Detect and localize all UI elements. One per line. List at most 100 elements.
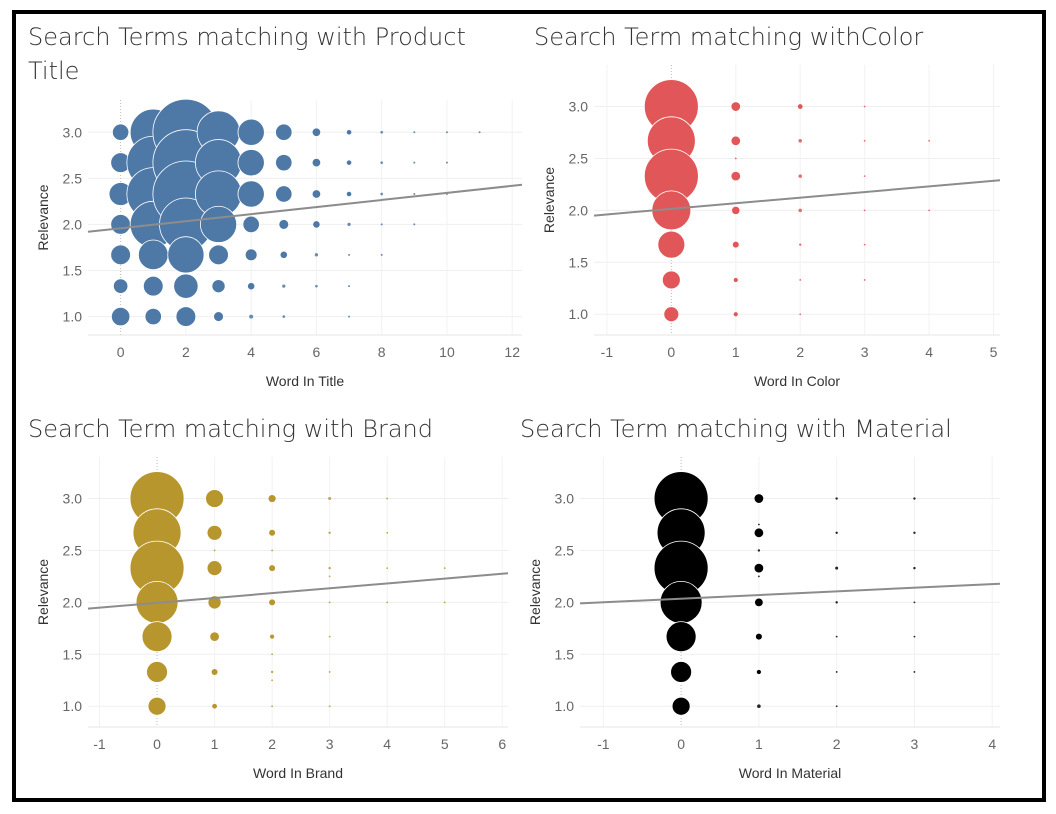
data-point xyxy=(928,209,931,212)
data-point xyxy=(797,104,803,109)
data-point xyxy=(280,251,288,259)
data-point xyxy=(271,549,274,552)
data-point xyxy=(443,601,446,604)
y-tick-label: 2.0 xyxy=(569,202,589,218)
data-point xyxy=(328,635,331,638)
data-point xyxy=(835,635,838,638)
data-point xyxy=(754,598,763,607)
x-tick-label: -1 xyxy=(597,736,610,752)
y-axis-title: Relevance xyxy=(35,559,51,625)
data-point xyxy=(206,560,223,577)
data-point xyxy=(205,489,224,508)
x-axis-title: Word In Color xyxy=(754,373,840,389)
data-point xyxy=(270,670,274,674)
y-axis-title: Relevance xyxy=(527,559,543,625)
y-tick-label: 1.0 xyxy=(555,698,575,714)
chart-product-title: 1.0 1.5 2.0 2.5 3.0 0 2 4 6 8 10 12 Word In Title Rel… xyxy=(35,98,523,389)
data-point xyxy=(247,282,255,290)
data-point xyxy=(328,705,331,708)
data-point xyxy=(173,273,199,299)
data-point xyxy=(328,575,331,578)
y-tick-label: 1.5 xyxy=(555,646,575,662)
data-point xyxy=(413,223,416,226)
x-tick-label: 0 xyxy=(677,736,685,752)
panel-title-material: Search Term matching with Material xyxy=(520,415,952,443)
data-point xyxy=(175,306,197,327)
y-tick-label: 3.0 xyxy=(63,491,83,507)
data-point xyxy=(348,253,351,256)
data-point xyxy=(730,101,741,112)
data-point xyxy=(270,634,275,639)
y-axis-title: Relevance xyxy=(541,167,557,233)
data-point xyxy=(271,653,274,656)
data-point xyxy=(835,601,838,604)
data-point xyxy=(199,205,238,243)
data-point xyxy=(657,230,686,259)
data-point xyxy=(753,527,765,539)
trend-line xyxy=(87,183,523,233)
data-point xyxy=(380,192,384,196)
data-point xyxy=(386,531,389,534)
y-tick-label: 2.5 xyxy=(63,170,83,186)
data-point xyxy=(799,313,802,316)
data-point xyxy=(142,275,164,297)
x-tick-label: 4 xyxy=(925,344,933,360)
data-point xyxy=(275,123,293,141)
data-point xyxy=(913,635,916,638)
x-tick-label: 8 xyxy=(378,344,386,360)
data-point xyxy=(756,669,761,675)
y-axis-title: Relevance xyxy=(35,184,51,250)
data-point xyxy=(328,671,331,673)
data-point xyxy=(311,127,322,137)
data-point xyxy=(211,668,218,675)
y-tick-label: 3.0 xyxy=(63,124,83,140)
y-tick-label: 1.5 xyxy=(63,262,83,278)
data-point xyxy=(755,633,762,640)
data-point xyxy=(147,696,167,716)
trend-line xyxy=(593,179,1001,217)
x-tick-label: 10 xyxy=(439,344,455,360)
x-tick-label: 4 xyxy=(988,736,996,752)
chart-brand: 1.0 1.5 2.0 2.5 3.0 -1 0 1 2 3 4 5 6 Word In Brand Rel… xyxy=(35,457,509,781)
x-tick-label: 2 xyxy=(182,344,190,360)
x-axis-title: Word In Title xyxy=(266,373,345,389)
data-point xyxy=(380,161,384,164)
data-point xyxy=(213,311,224,322)
data-point xyxy=(315,284,318,288)
data-point xyxy=(671,696,691,716)
data-point xyxy=(661,270,681,290)
data-point xyxy=(249,314,254,319)
x-tick-label: 3 xyxy=(911,736,919,752)
data-point xyxy=(928,139,931,142)
x-tick-label: 6 xyxy=(313,344,321,360)
data-point xyxy=(732,241,739,248)
chart-color: 1.0 1.5 2.0 2.5 3.0 -1 0 1 2 3 4 5 Word In Color Rele… xyxy=(541,65,1001,389)
data-point xyxy=(167,236,205,274)
data-point xyxy=(445,161,448,164)
data-point xyxy=(208,244,229,266)
y-tick-label: 2.5 xyxy=(555,542,575,558)
data-point xyxy=(110,214,131,235)
data-point xyxy=(209,631,220,642)
data-point xyxy=(346,191,352,197)
data-point xyxy=(348,285,351,288)
data-point xyxy=(346,160,352,165)
x-tick-label: 2 xyxy=(268,736,276,752)
data-point xyxy=(269,565,276,572)
panel-title-color: Search Term matching withColor xyxy=(534,23,924,51)
trend-line xyxy=(579,582,1001,605)
data-point xyxy=(659,580,703,624)
data-point xyxy=(863,243,866,246)
y-tick-label: 2.0 xyxy=(63,216,83,232)
data-point xyxy=(271,705,274,708)
data-point xyxy=(112,278,129,294)
x-tick-label: 3 xyxy=(861,344,869,360)
x-tick-label: 12 xyxy=(504,344,520,360)
data-point xyxy=(111,123,130,141)
x-tick-label: 5 xyxy=(441,736,449,752)
data-point xyxy=(757,523,760,526)
data-point xyxy=(244,248,258,262)
data-point xyxy=(798,208,803,213)
data-point xyxy=(311,157,322,168)
data-point xyxy=(386,567,389,570)
